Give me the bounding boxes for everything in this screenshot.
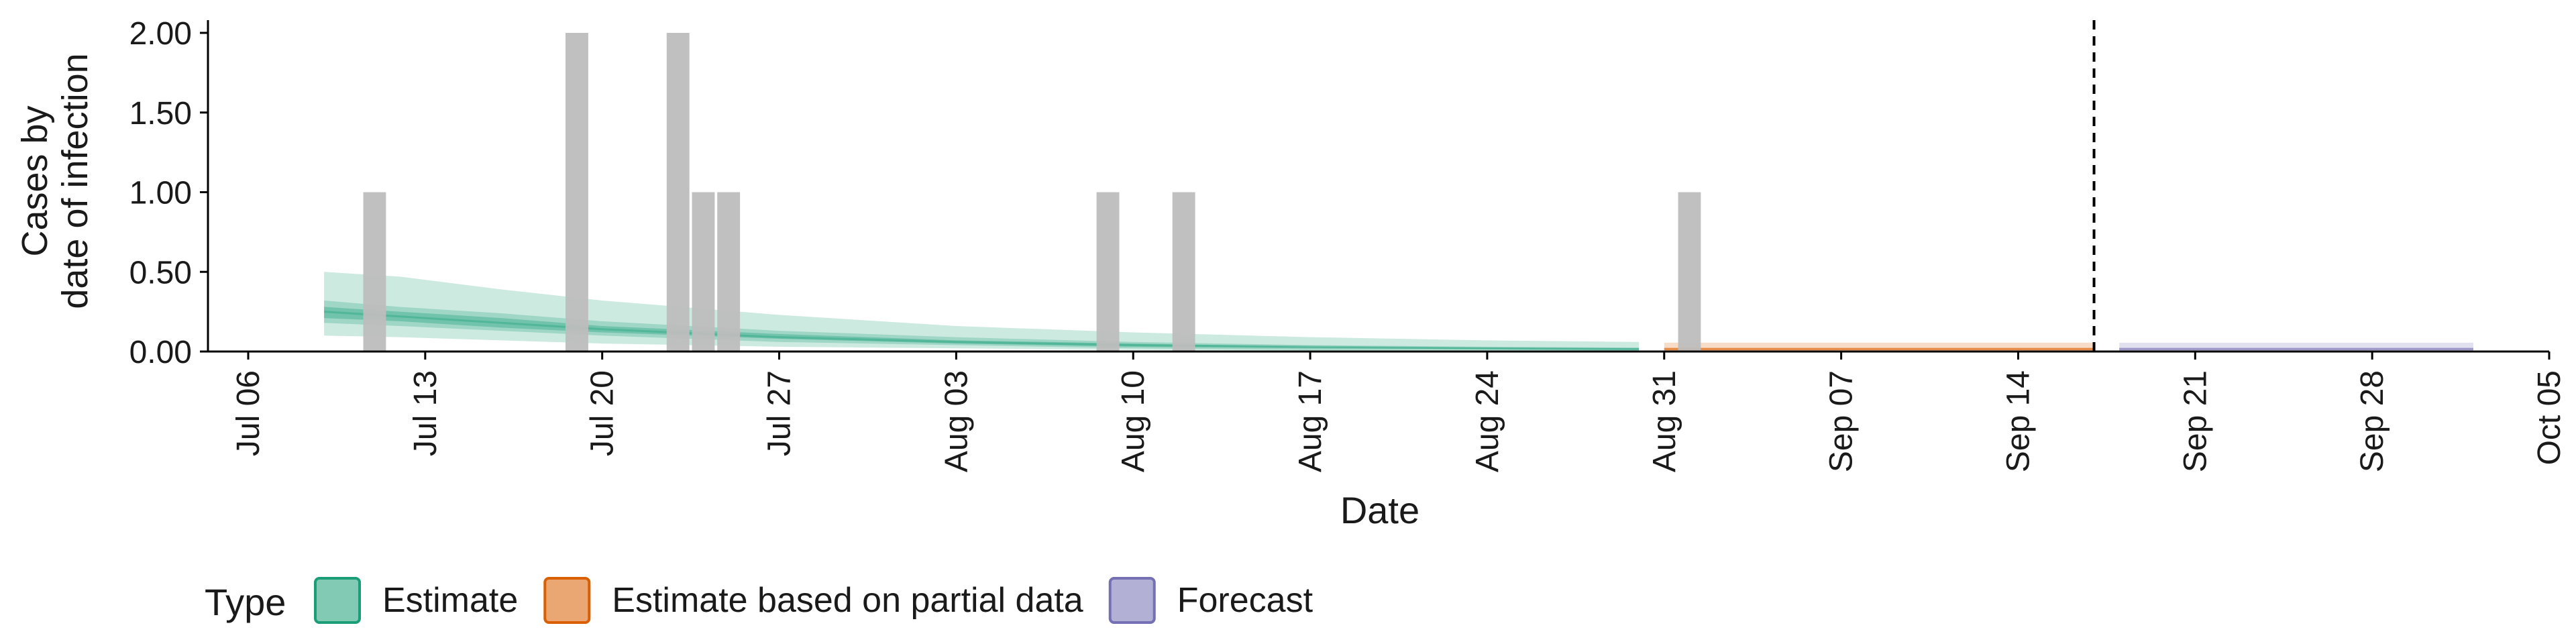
legend-label-1: Estimate based on partial data bbox=[612, 581, 1083, 620]
x-tick-label-6: Aug 17 bbox=[1293, 370, 1328, 472]
x-ticks: Jul 06 Jul 13 Jul 20 Jul 27 Aug 03 Aug 10 Aug … bbox=[231, 352, 2567, 472]
band-1-90pct bbox=[1664, 342, 2094, 352]
legend-label-2: Forecast bbox=[1177, 581, 1313, 620]
x-tick-label-1: Jul 13 bbox=[408, 370, 443, 456]
x-axis-title: Date bbox=[1340, 489, 1419, 531]
band-1-20pct bbox=[1664, 348, 2094, 350]
y-tick-label-0: 0.00 bbox=[129, 335, 192, 370]
y-axis-title-line-1: Cases by bbox=[15, 105, 55, 256]
estimate-bands bbox=[324, 272, 2473, 352]
observed-bar-6 bbox=[1172, 192, 1195, 352]
y-tick-label-4: 2.00 bbox=[129, 16, 192, 52]
axes bbox=[207, 20, 2549, 353]
observed-bar-5 bbox=[1096, 192, 1120, 352]
observed-bar-2 bbox=[666, 33, 690, 352]
x-tick-label-10: Sep 14 bbox=[2001, 370, 2037, 472]
observed-bar-7 bbox=[1678, 192, 1701, 352]
x-tick-label-11: Sep 21 bbox=[2178, 370, 2213, 472]
x-tick-label-9: Sep 07 bbox=[1824, 370, 1860, 472]
band-0-90pct bbox=[324, 272, 1640, 352]
legend-title: Type bbox=[205, 581, 286, 623]
observed-bar-0 bbox=[363, 192, 386, 352]
band-2-20pct bbox=[2119, 348, 2473, 350]
x-tick-label-7: Aug 24 bbox=[1470, 370, 1505, 472]
observed-bar-3 bbox=[692, 192, 715, 352]
y-axis-title-line-2: date of infection bbox=[55, 53, 95, 309]
legend-label-0: Estimate bbox=[382, 581, 518, 620]
band-1-50pct bbox=[1664, 347, 2094, 351]
legend: Type Estimate Estimate based on partial d… bbox=[205, 577, 1313, 624]
observed-bar-4 bbox=[717, 192, 741, 352]
y-tick-label-3: 1.50 bbox=[129, 96, 192, 131]
median-line-0 bbox=[324, 311, 1640, 350]
y-ticks: 0.00 0.50 1.00 1.50 2.00 bbox=[129, 16, 208, 370]
y-tick-label-2: 1.00 bbox=[129, 176, 192, 211]
legend-key-0 bbox=[314, 577, 361, 624]
x-tick-label-3: Jul 27 bbox=[762, 370, 798, 456]
observed-bar-1 bbox=[566, 33, 588, 352]
legend-key-1 bbox=[543, 577, 591, 624]
band-2-90pct bbox=[2119, 342, 2473, 352]
x-tick-label-12: Sep 28 bbox=[2355, 370, 2390, 472]
x-tick-label-0: Jul 06 bbox=[231, 370, 266, 456]
x-tick-label-8: Aug 31 bbox=[1647, 370, 1682, 472]
legend-items: Estimate Estimate based on partial data Fo… bbox=[314, 577, 1313, 624]
x-tick-label-4: Aug 03 bbox=[938, 370, 974, 472]
x-tick-label-2: Jul 20 bbox=[585, 370, 621, 456]
x-tick-label-13: Oct 05 bbox=[2532, 370, 2567, 465]
band-2-50pct bbox=[2119, 347, 2473, 351]
observed-case-bars bbox=[363, 33, 1701, 352]
x-tick-label-5: Aug 10 bbox=[1116, 370, 1151, 472]
y-tick-label-1: 0.50 bbox=[129, 255, 192, 290]
legend-key-2 bbox=[1108, 577, 1156, 624]
